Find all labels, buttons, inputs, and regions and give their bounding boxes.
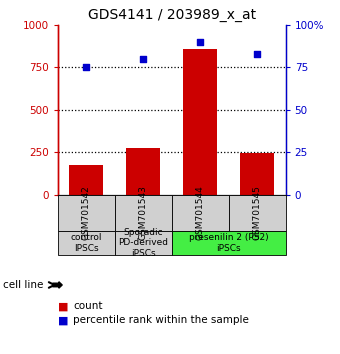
Text: count: count [73, 301, 103, 311]
Text: ■: ■ [58, 315, 68, 325]
Bar [172, 231, 286, 255]
Text: GSM701545: GSM701545 [253, 185, 261, 240]
Title: GDS4141 / 203989_x_at: GDS4141 / 203989_x_at [88, 8, 256, 22]
Text: GSM701544: GSM701544 [196, 185, 205, 240]
Text: cell line: cell line [3, 280, 44, 290]
Bar [115, 231, 172, 255]
Text: GSM701543: GSM701543 [139, 185, 148, 240]
Text: control
IPSCs: control IPSCs [70, 233, 102, 252]
Bar [58, 195, 115, 231]
Bar [126, 148, 160, 195]
Point [140, 56, 146, 62]
Text: GSM701542: GSM701542 [82, 185, 91, 240]
Point [198, 39, 203, 45]
Bar [172, 195, 229, 231]
Bar [69, 165, 103, 195]
Bar [115, 195, 172, 231]
Bar [228, 195, 286, 231]
Bar [183, 48, 217, 195]
Text: presenilin 2 (PS2)
iPSCs: presenilin 2 (PS2) iPSCs [189, 233, 269, 252]
Text: percentile rank within the sample: percentile rank within the sample [73, 315, 249, 325]
Bar [240, 153, 274, 195]
Point [84, 64, 89, 70]
Text: ■: ■ [58, 301, 68, 311]
Bar [58, 231, 115, 255]
Text: Sporadic
PD-derived
iPSCs: Sporadic PD-derived iPSCs [118, 228, 168, 258]
Point [254, 51, 260, 57]
